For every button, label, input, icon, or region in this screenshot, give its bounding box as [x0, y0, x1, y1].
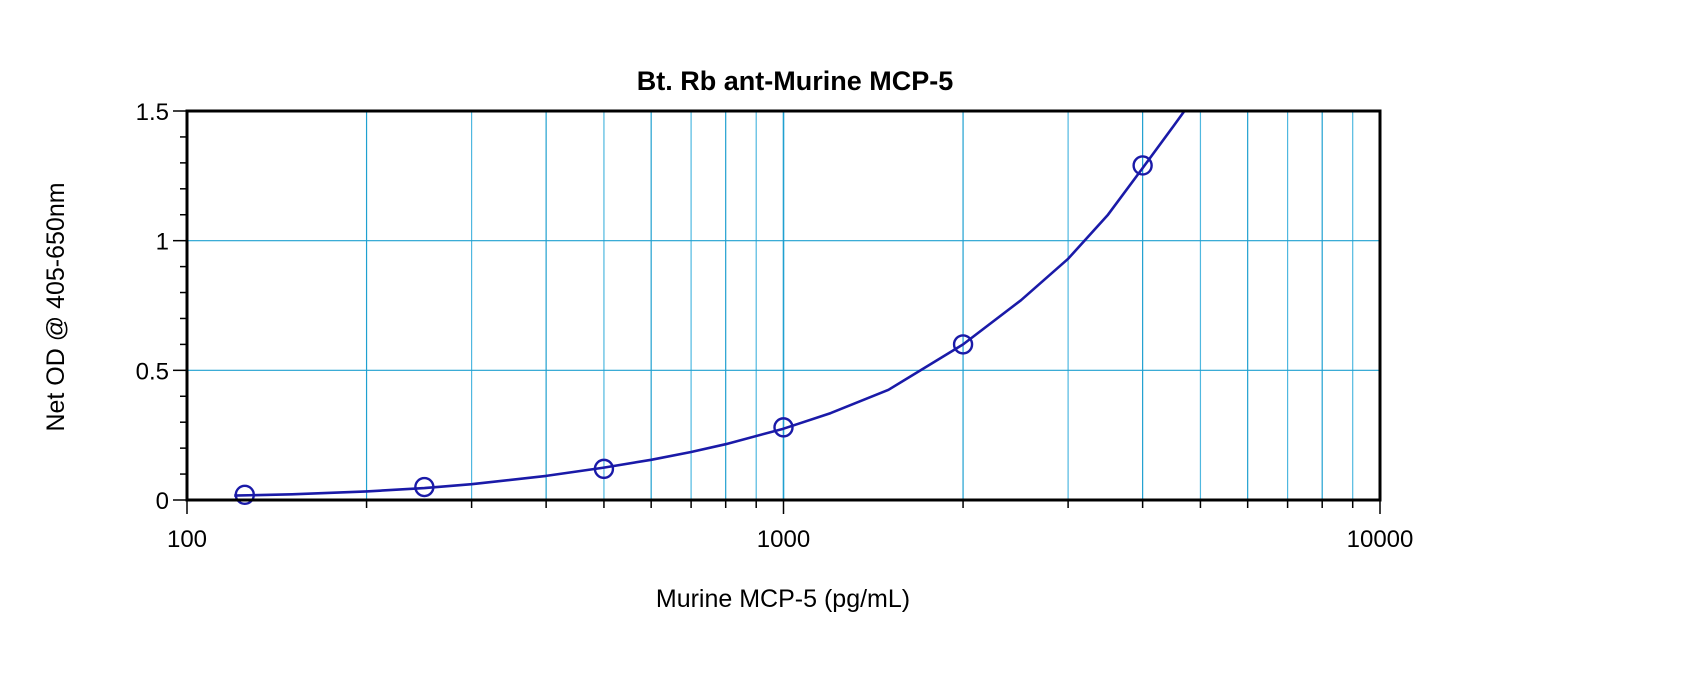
data-point: [593, 458, 615, 480]
data-point: [952, 334, 974, 355]
y-tick-label: 0.5: [136, 358, 169, 385]
data-point: [414, 476, 435, 498]
y-tick-labels: 0 0.5 1 1.5: [136, 99, 169, 515]
y-axis-label: Net OD @ 405-650nm: [42, 182, 70, 431]
y-tick-label: 0: [156, 488, 169, 515]
data-point: [234, 484, 256, 506]
x-axis-label: Murine MCP-5 (pg/mL): [656, 585, 910, 613]
data-point: [1132, 155, 1153, 176]
x-tick-labels: 100 1000 10000: [167, 526, 1413, 553]
fit-curve: [234, 110, 1186, 497]
data-points: [234, 155, 1153, 506]
axis-ticks: [173, 110, 1381, 514]
data-point: [773, 417, 794, 438]
grid: [187, 111, 1380, 500]
y-tick-label: 1: [156, 229, 169, 256]
chart-title: Bt. Rb ant-Murine MCP-5: [637, 66, 954, 96]
y-tick-label: 1.5: [136, 99, 169, 126]
x-tick-label: 1000: [757, 526, 810, 553]
x-tick-label: 10000: [1347, 526, 1414, 553]
x-tick-label: 100: [167, 526, 207, 553]
fit-curve-layer: [234, 110, 1186, 497]
